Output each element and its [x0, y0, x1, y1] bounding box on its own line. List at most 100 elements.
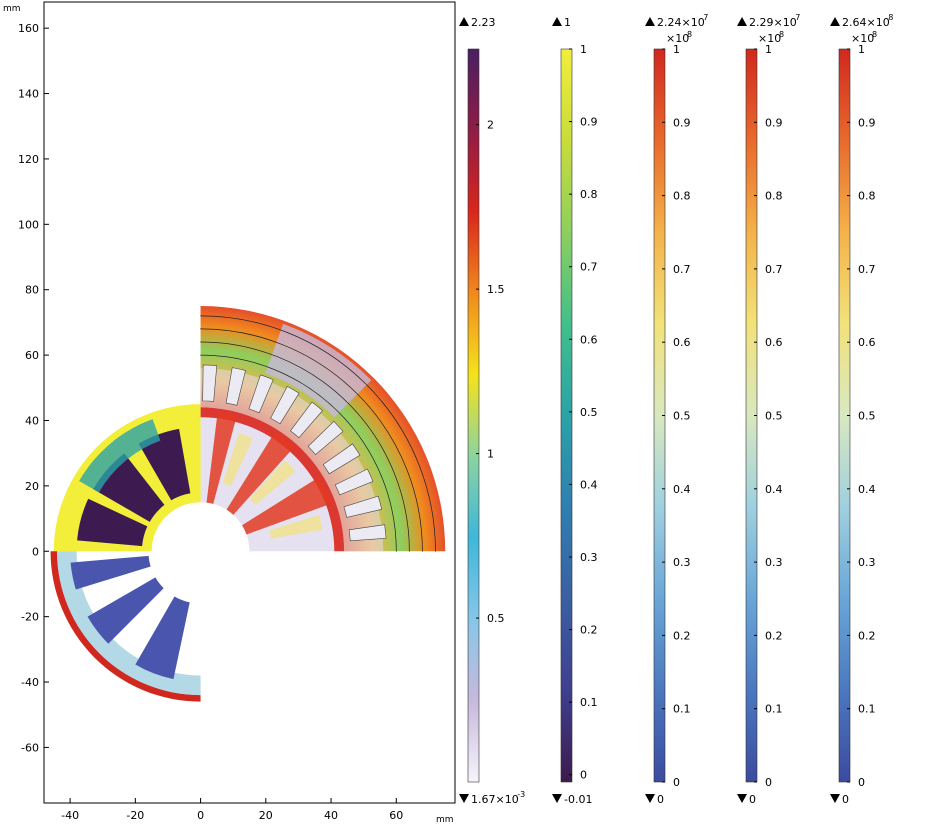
- colorbar-tick-label: 0.6: [580, 333, 598, 346]
- x-tick-label: 40: [324, 809, 338, 822]
- colorbar-tick-label: 0: [858, 776, 865, 789]
- colorbar-tick-label: 2: [487, 119, 494, 132]
- colorbar-tick-label: 0.8: [858, 190, 876, 203]
- colorbar-min-label: -0.01: [564, 793, 592, 806]
- y-tick-label: 80: [25, 284, 39, 297]
- colorbar-tick-label: 1.5: [487, 283, 505, 296]
- min-triangle-icon: [459, 794, 469, 803]
- stress-arm: [87, 577, 164, 644]
- colorbar-tick-label: 0.1: [765, 703, 783, 716]
- colorbar-tick-label: 0.5: [580, 406, 598, 419]
- y-axis-unit: mm: [3, 4, 21, 14]
- colorbar-max-label: 1: [564, 16, 571, 29]
- rotor-bridge: [226, 432, 295, 515]
- colorbar-tick-label: 0.5: [765, 410, 783, 423]
- colorbar-tick-label: 0.9: [858, 116, 876, 129]
- colorbar-min-label: 0: [749, 793, 756, 806]
- rotor-bridge: [206, 411, 237, 504]
- colorbar-tick-label: 0.9: [765, 116, 783, 129]
- colorbar-tick-label: 0.7: [673, 263, 691, 276]
- colorbar-tick-label: 0: [765, 776, 772, 789]
- x-tick-label: -40: [61, 809, 79, 822]
- colorbar-tick-label: 0.2: [765, 629, 783, 642]
- colorbar-gradient: [467, 48, 480, 783]
- colorbar-tick-label: 0.4: [858, 483, 876, 496]
- max-triangle-icon: [552, 17, 562, 26]
- max-triangle-icon: [737, 17, 747, 26]
- colorbar-tick-label: 1: [580, 43, 587, 56]
- stator-slot-zone: [200, 368, 384, 552]
- stator-slot: [270, 386, 300, 425]
- axes: mm mm -40 -20 0 20 40 60 -60 -40 -20 0 20 40 60 80 100…: [3, 1, 456, 825]
- colorbar-scale-label: ×10: [851, 32, 874, 45]
- y-tick-label: 40: [25, 414, 39, 427]
- colorbar-scale-exponent: 8: [872, 30, 877, 39]
- colorbar-5: 00.10.20.30.40.50.60.70.80.912.64×108×10…: [830, 13, 893, 806]
- colorbar-min-label: 1.67×10: [471, 793, 519, 806]
- y-tick-label: 0: [32, 545, 39, 558]
- max-triangle-icon: [645, 17, 655, 26]
- stator-slot: [343, 495, 383, 518]
- plot-frame: [43, 1, 456, 804]
- colorbar-max-label: 2.29×10: [749, 16, 797, 29]
- density-void: [77, 498, 148, 547]
- stator-slot: [225, 367, 246, 406]
- stator-slot: [202, 364, 218, 402]
- min-triangle-icon: [737, 794, 747, 803]
- min-triangle-icon: [552, 794, 562, 803]
- y-tick-label: 120: [18, 153, 39, 166]
- y-tick-label: -40: [21, 676, 39, 689]
- colorbar-tick-label: 0.9: [580, 116, 598, 129]
- colorbar-4: 0 0.1 0.2 0.3 0.4 0.5 0.6 0.7 0.8 0.9 1 2.29×107 ×10…: [737, 13, 800, 806]
- colorbar-tick-label: 1: [673, 43, 680, 56]
- colorbar-tick-label: 0.8: [673, 190, 691, 203]
- stator-low-field: [265, 323, 372, 418]
- colorbar-max-label: 2.24×10: [657, 16, 705, 29]
- plot-area: [50, 306, 446, 702]
- colorbar-tick-label: 0.2: [580, 624, 598, 637]
- density-void: [138, 428, 191, 501]
- stress-arm: [135, 596, 190, 680]
- colorbar-scale-exponent: 8: [779, 30, 784, 39]
- colorbar-tick-label: 1: [765, 43, 772, 56]
- colorbar-tick-label: 0: [673, 776, 680, 789]
- colorbar-tick-label: 0.3: [673, 556, 691, 569]
- colorbars: 0.5 1 1.5 2 2.23 1.67×10-3 0 0.1 0.2 0.3 0.4 0.5 0.6…: [459, 13, 893, 806]
- colorbar-gradient: [560, 48, 573, 783]
- colorbar-tick-label: 1: [487, 448, 494, 461]
- colorbar-tick-label: 0.8: [765, 190, 783, 203]
- min-triangle-icon: [645, 794, 655, 803]
- y-tick-label: 160: [18, 22, 39, 35]
- stator-slot: [334, 468, 374, 496]
- flux-line: [200, 328, 423, 552]
- flux-line: [200, 315, 436, 552]
- colorbar-max-label: 2.23: [471, 16, 496, 29]
- colorbar-2: 0 0.1 0.2 0.3 0.4 0.5 0.6 0.7 0.8 0.9 1 1 -0.01: [552, 16, 598, 806]
- colorbar-scale-label: ×10: [666, 32, 689, 45]
- colorbar-3: 0 0.1 0.2 0.3 0.4 0.5 0.6 0.7 0.8 0.9 1 2.24×107 ×10…: [645, 13, 708, 806]
- colorbar-tick-label: 0: [580, 769, 587, 782]
- rotor-field-hotspot: [269, 514, 323, 539]
- rotor-bridge: [242, 476, 333, 535]
- flux-line: [200, 354, 397, 552]
- y-tick-label: -60: [21, 741, 39, 754]
- colorbar-tick-label: 0.6: [765, 336, 783, 349]
- colorbar-tick-label: 0.3: [765, 556, 783, 569]
- y-tick-label: 140: [18, 88, 39, 101]
- stator-slot: [307, 420, 344, 456]
- flux-line: [200, 341, 410, 552]
- colorbar-tick-label: 0.1: [858, 703, 876, 716]
- colorbar-tick-label: 0.7: [765, 263, 783, 276]
- colorbar-tick-label: 0.4: [765, 483, 783, 496]
- colorbar-tick-label: 0.8: [580, 188, 598, 201]
- colorbar-tick-label: 0.5: [858, 410, 876, 423]
- colorbar-tick-label: 0.1: [580, 696, 598, 709]
- colorbar-tick-label: 0.6: [858, 336, 876, 349]
- colorbar-tick-label: 0.4: [673, 483, 691, 496]
- density-transition: [79, 419, 161, 493]
- colorbar-tick-label: 0.3: [858, 556, 876, 569]
- colorbar-scale-exponent: 8: [687, 30, 692, 39]
- colorbar-tick-label: 0.7: [580, 261, 598, 274]
- colorbar-tick-label: 0.6: [673, 336, 691, 349]
